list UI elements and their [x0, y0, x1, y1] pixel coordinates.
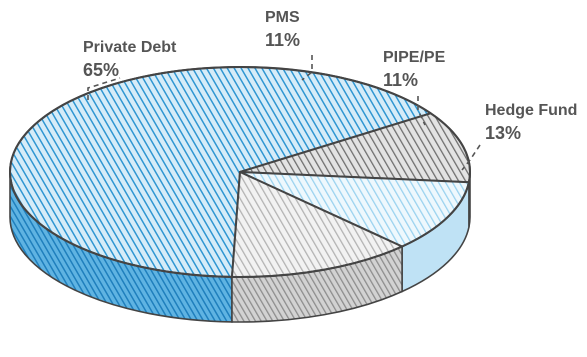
label-private-debt: Private Debt	[83, 39, 177, 56]
leader-line-hedge-fund	[461, 144, 481, 171]
leader-line-private-debt	[87, 77, 121, 100]
value-label-pipe-pe: 11%	[383, 70, 418, 90]
label-pms: PMS	[265, 9, 300, 26]
leader-line-pipe-pe	[417, 96, 426, 126]
label-hedge-fund: Hedge Fund	[485, 102, 577, 119]
value-label-hedge-fund: 13%	[485, 123, 521, 143]
pie-rim	[9, 66, 471, 278]
value-label-pms: 11%	[265, 30, 300, 50]
label-pipe-pe: PIPE/PE	[383, 49, 446, 66]
value-label-private-debt: 65%	[83, 60, 119, 80]
